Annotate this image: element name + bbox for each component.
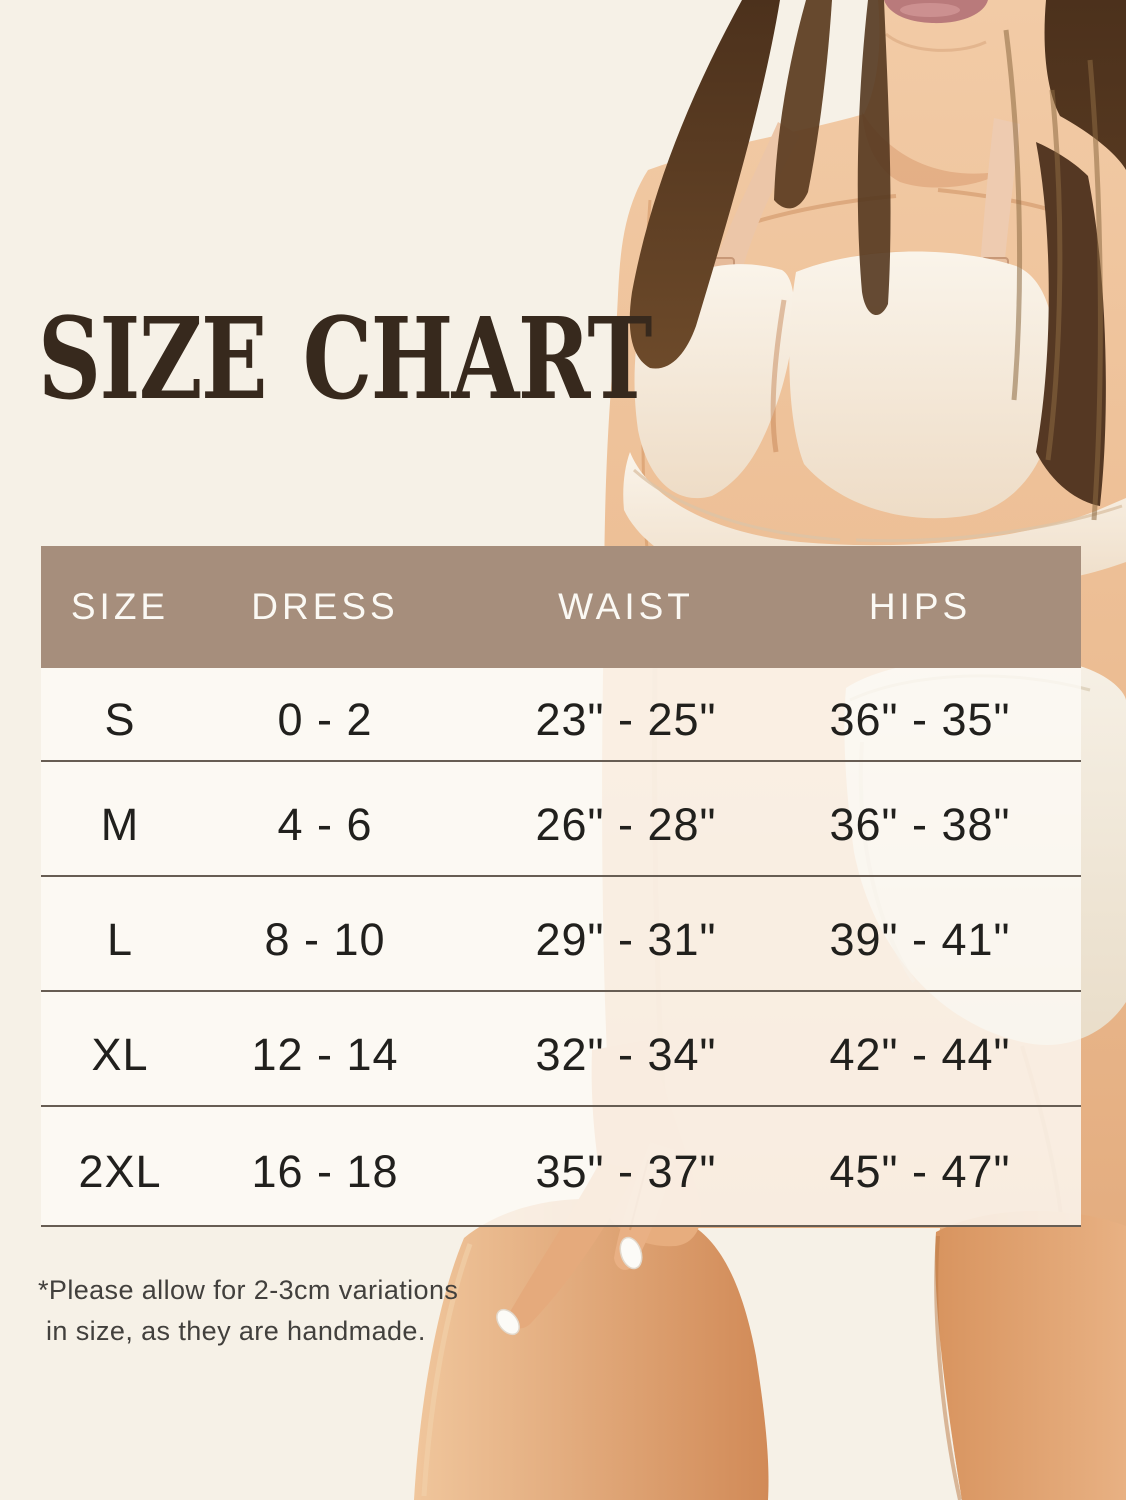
model-hair-front (629, 0, 1106, 521)
cell-size: L (106, 913, 134, 965)
table-row-xl: XL 12 - 14 32" - 34" 42" - 44" (41, 992, 1081, 1107)
cell-dress: 4 - 6 (277, 798, 373, 850)
model-face (884, 0, 988, 52)
cell-waist: 26" - 28" (535, 798, 717, 850)
footnote: *Please allow for 2-3cm variations in si… (38, 1270, 458, 1352)
cell-dress: 0 - 2 (277, 694, 373, 745)
table-row-l: L 8 - 10 29" - 31" 39" - 41" (41, 877, 1081, 992)
table-row-s: S 0 - 2 23" - 25" 36" - 35" (41, 668, 1081, 762)
header-cell-waist: WAIST (558, 586, 694, 627)
cell-dress: 16 - 18 (251, 1146, 399, 1197)
table-row-m: M 4 - 6 26" - 28" 36" - 38" (41, 762, 1081, 877)
cell-hips: 45" - 47" (829, 1146, 1011, 1197)
cell-waist: 29" - 31" (535, 913, 717, 965)
cell-size: 2XL (78, 1146, 162, 1197)
cell-hips: 39" - 41" (829, 913, 1011, 965)
footnote-line-1: *Please allow for 2-3cm variations (38, 1275, 459, 1305)
cell-size: XL (91, 1028, 149, 1080)
cell-dress: 8 - 10 (264, 913, 386, 965)
footnote-line-2: in size, as they are handmade. (46, 1316, 426, 1346)
header-cell-dress: DRESS (251, 586, 399, 627)
model-legs (414, 1199, 1126, 1500)
size-table-header: SIZE DRESS WAIST HIPS (41, 546, 1081, 668)
header-cell-hips: HIPS (868, 586, 972, 627)
header-cell-size: SIZE (70, 586, 170, 627)
cell-dress: 12 - 14 (251, 1028, 399, 1080)
cell-hips: 36" - 38" (829, 798, 1011, 850)
cell-hips: 36" - 35" (829, 694, 1011, 745)
cell-waist: 35" - 37" (535, 1146, 717, 1197)
cell-waist: 23" - 25" (535, 694, 717, 745)
cell-hips: 42" - 44" (829, 1028, 1011, 1080)
cell-waist: 32" - 34" (535, 1028, 717, 1080)
size-table: SIZE DRESS WAIST HIPS S 0 - 2 23" - 25" … (41, 546, 1081, 1227)
cell-size: M (100, 798, 140, 850)
cell-size: S (104, 694, 136, 745)
page-title: SIZE CHART (38, 294, 652, 425)
table-row-2xl: 2XL 16 - 18 35" - 37" 45" - 47" (41, 1107, 1081, 1227)
